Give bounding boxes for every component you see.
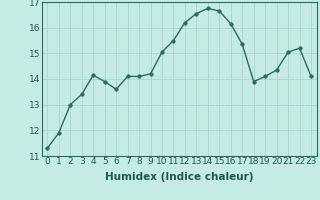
- X-axis label: Humidex (Indice chaleur): Humidex (Indice chaleur): [105, 172, 253, 182]
